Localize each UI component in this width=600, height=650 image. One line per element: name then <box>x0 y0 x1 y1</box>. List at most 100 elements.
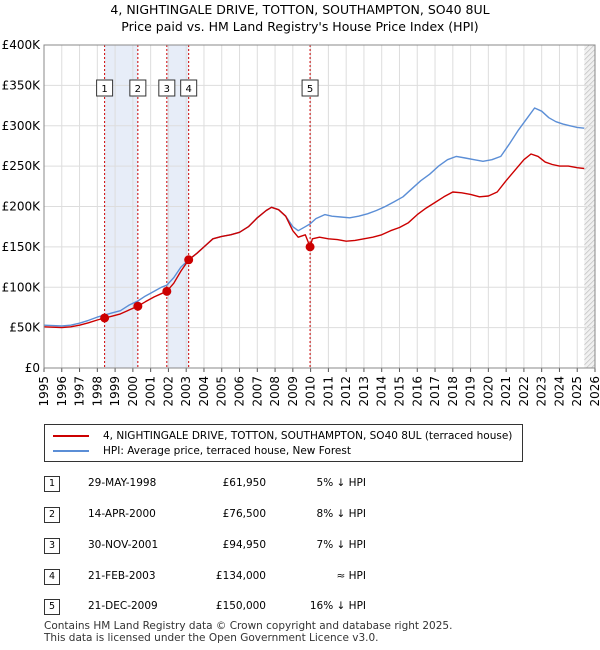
transaction-hpi: 8% ↓ HPI <box>316 508 366 520</box>
projection-hatch <box>584 344 596 356</box>
projection-hatch <box>584 319 596 331</box>
transaction-date: 21-DEC-2009 <box>88 600 158 612</box>
transaction-date: 21-FEB-2003 <box>88 570 156 582</box>
x-tick-label: 2005 <box>215 376 229 407</box>
x-tick-label: 1998 <box>90 376 104 407</box>
transaction-price: £76,500 <box>222 508 266 520</box>
table-row: 3 30-NOV-2001 £94,950 7% ↓ HPI <box>44 538 464 554</box>
transaction-number: 1 <box>44 476 60 492</box>
y-tick-label: £50K <box>9 321 41 335</box>
projection-hatch <box>584 54 596 66</box>
projection-hatch <box>584 224 596 236</box>
x-tick-label: 2001 <box>144 376 158 407</box>
x-tick-label: 2003 <box>179 376 193 407</box>
projection-hatch <box>584 89 596 101</box>
projection-hatch <box>584 134 596 146</box>
sale-marker-label: 3 <box>164 84 170 95</box>
plot-border <box>43 44 596 369</box>
projection-hatch <box>584 269 596 281</box>
x-tick-label: 2019 <box>464 376 478 407</box>
projection-hatch <box>584 329 596 341</box>
x-tick-label: 1996 <box>55 376 69 407</box>
legend-item-hpi: HPI: Average price, terraced house, New … <box>53 445 351 457</box>
x-tick-label: 2000 <box>126 376 140 407</box>
projection-hatch <box>585 359 596 368</box>
projection-hatch <box>584 184 596 196</box>
transaction-price: £61,950 <box>222 477 266 489</box>
x-tick-label: 2018 <box>446 376 460 407</box>
projection-hatch <box>584 119 596 131</box>
y-tick-label: £400K <box>2 38 42 52</box>
sale-point <box>162 286 172 296</box>
x-tick-label: 2006 <box>233 376 247 407</box>
table-row: 2 14-APR-2000 £76,500 8% ↓ HPI <box>44 507 464 523</box>
sale-marker-box <box>129 79 147 97</box>
projection-hatch <box>584 59 596 71</box>
projection-hatch <box>584 294 596 306</box>
transaction-hpi: ≈ HPI <box>336 570 366 582</box>
projection-hatch <box>584 209 596 221</box>
projection-hatch <box>584 349 596 361</box>
projection-hatch <box>584 304 596 316</box>
projection-hatch <box>584 189 596 201</box>
projection-hatch <box>584 69 596 81</box>
footer-copyright: Contains HM Land Registry data © Crown c… <box>44 620 453 632</box>
x-tick-label: 2026 <box>588 376 600 407</box>
projection-hatch <box>584 274 596 286</box>
table-row: 1 29-MAY-1998 £61,950 5% ↓ HPI <box>44 476 464 492</box>
x-tick-label: 2004 <box>197 376 211 407</box>
projection-hatch <box>584 79 596 91</box>
projection-hatch <box>584 64 596 76</box>
projection-hatch <box>584 144 596 156</box>
sale-marker-box <box>301 79 319 97</box>
projection-hatch <box>584 45 595 56</box>
footer-licence: This data is licensed under the Open Gov… <box>44 632 379 644</box>
sale-point <box>184 255 194 265</box>
legend-label-property: 4, NIGHTINGALE DRIVE, TOTTON, SOUTHAMPTO… <box>103 430 513 442</box>
x-tick-label: 2020 <box>481 376 495 407</box>
projection-hatch <box>584 354 596 366</box>
projection-hatch <box>584 244 596 256</box>
x-tick-label: 1997 <box>73 376 87 407</box>
projection-hatch <box>584 45 590 51</box>
table-row: 4 21-FEB-2003 £134,000 ≈ HPI <box>44 569 464 585</box>
projection-hatch <box>584 99 596 111</box>
legend-swatch-hpi <box>53 450 89 452</box>
projection-hatch <box>584 214 596 226</box>
transaction-number: 4 <box>44 569 60 585</box>
x-tick-label: 2025 <box>570 376 584 407</box>
transaction-price: £94,950 <box>222 539 266 551</box>
sale-marker-label: 4 <box>185 84 191 95</box>
y-tick-label: £300K <box>2 119 42 133</box>
projection-hatch <box>584 249 596 261</box>
hpi-line <box>43 107 585 327</box>
projection-hatch <box>584 314 596 326</box>
y-tick-label: £200K <box>2 200 42 214</box>
projection-hatch <box>584 149 596 161</box>
projection-hatch <box>584 84 596 96</box>
sale-marker-box <box>180 79 198 97</box>
x-tick-label: 2015 <box>392 376 406 407</box>
transaction-hpi: 7% ↓ HPI <box>316 539 366 551</box>
projection-hatch <box>584 49 596 61</box>
projection-hatch <box>584 284 596 296</box>
projection-hatch <box>584 129 596 141</box>
x-tick-label: 2010 <box>304 376 318 407</box>
legend-swatch-property <box>53 435 89 437</box>
projection-hatch <box>584 254 596 266</box>
projection-hatch <box>584 339 596 351</box>
projection-hatch <box>584 109 596 121</box>
projection-hatch <box>584 169 596 181</box>
projection-hatch <box>584 264 596 276</box>
sale-marker-box <box>158 79 176 97</box>
sale-point <box>305 242 315 252</box>
transaction-hpi: 5% ↓ HPI <box>316 477 366 489</box>
transaction-date: 29-MAY-1998 <box>88 477 157 489</box>
transaction-number: 2 <box>44 507 60 523</box>
projection-hatch <box>584 104 596 116</box>
legend: 4, NIGHTINGALE DRIVE, TOTTON, SOUTHAMPTO… <box>44 424 523 462</box>
price-chart: £0 £50K £100K £150K £200K £250K £300K £350K £400… <box>2 38 600 407</box>
transaction-number: 5 <box>44 599 60 615</box>
transaction-price: £150,000 <box>215 600 266 612</box>
x-tick-label: 2023 <box>535 376 549 407</box>
